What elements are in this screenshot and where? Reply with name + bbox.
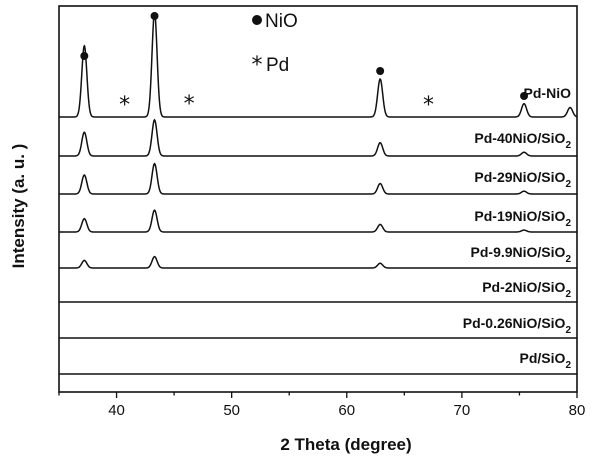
series-line (59, 162, 577, 195)
nio-marker (80, 52, 89, 60)
nio-marker (520, 92, 529, 100)
series-label: Pd-29NiO/SiO2 (474, 169, 571, 190)
legend-nio-label: NiO (265, 11, 298, 32)
nio-marker (376, 67, 385, 75)
legend-nio-symbol (252, 15, 262, 25)
pd-marker: * (184, 92, 195, 117)
series-line (59, 12, 578, 118)
x-tick-label: 40 (108, 402, 125, 419)
series-label: Pd/SiO2 (520, 350, 572, 371)
series-label: Pd-0.26NiO/SiO2 (463, 315, 572, 336)
axes: 40 50 60 70 80 (58, 5, 586, 419)
x-axis-label: 2 Theta (degree) (280, 435, 411, 454)
x-tick-label: 70 (454, 402, 471, 419)
peak-markers: * * * (80, 12, 529, 118)
series-curves (59, 12, 578, 375)
series-label: Pd-NiO (524, 85, 572, 101)
series-line (59, 255, 577, 269)
legend: NiO* Pd (252, 11, 298, 78)
plot-frame (58, 5, 578, 393)
x-tick-label: 50 (223, 402, 240, 419)
nio-marker (150, 12, 159, 20)
pd-marker: * (119, 93, 130, 118)
series-labels: Pd-NiO Pd-40NiO/SiO2 Pd-29NiO/SiO2 Pd-19NiO… (463, 85, 572, 371)
series-line (59, 209, 577, 233)
x-tick-label: 80 (569, 402, 586, 419)
series-line (59, 118, 577, 157)
legend-pd-symbol: * (252, 53, 263, 78)
series-label: Pd-2NiO/SiO2 (482, 279, 571, 300)
x-tick-label: 60 (338, 402, 355, 419)
series-label: Pd-19NiO/SiO2 (474, 208, 571, 229)
series-label: Pd-9.9NiO/SiO2 (471, 244, 572, 265)
series-label: Pd-40NiO/SiO2 (474, 130, 571, 151)
legend-pd-label: Pd (266, 55, 289, 76)
y-axis-label: Intensity (a. u. ) (9, 144, 28, 269)
pd-marker: * (423, 93, 434, 118)
